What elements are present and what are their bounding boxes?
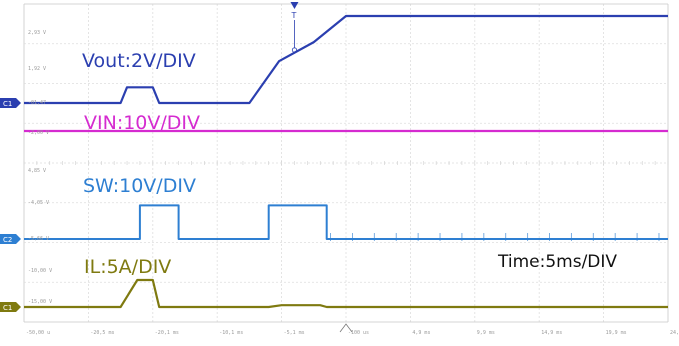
x-tick-label: 24,9 ms <box>670 330 679 336</box>
series-line-3 <box>24 278 668 309</box>
x-tick-label: 4,9 ms <box>412 330 430 336</box>
x-tick-label: -20,1 ms <box>155 330 179 336</box>
svg-text:C1: C1 <box>3 100 12 108</box>
channel-markers: C1 C2 C1 <box>0 98 21 312</box>
scale-label: 4,85 V <box>28 168 46 174</box>
svg-text:C2: C2 <box>3 236 12 244</box>
channel-scale-labels: 2,93 V 1,92 V -01,47 -2,00 V 4,85 V -4,05 V -5… <box>28 30 52 305</box>
x-tick-label: -20,5 ms <box>90 330 114 336</box>
x-tick-label: 14,9 ms <box>541 330 562 336</box>
time-scale-label: Time:5ms/DIV <box>497 252 617 272</box>
x-tick-label: 9,9 ms <box>477 330 495 336</box>
waveform-traces <box>24 14 668 309</box>
scale-label: -2,00 V <box>28 130 49 136</box>
scale-label: -5,66 V <box>28 236 49 242</box>
channel-marker-3[interactable]: C1 <box>0 302 21 312</box>
trigger-marker: T <box>290 2 353 333</box>
x-tick-label: -10,1 ms <box>219 330 243 336</box>
scale-label: -01,47 <box>28 100 46 106</box>
channel-marker-0[interactable]: C1 <box>0 98 21 108</box>
x-tick-label: 19,9 ms <box>606 330 627 336</box>
series-label-vout: Vout:2V/DIV <box>82 50 196 72</box>
channel-marker-2[interactable]: C2 <box>0 234 21 244</box>
x-tick-labels: -50,00 u -20,5 ms -20,1 ms -10,1 ms -5,1 ms -… <box>26 330 679 336</box>
x-tick-label: -50,00 u <box>26 330 50 336</box>
grid <box>23 3 669 323</box>
scale-label: -4,05 V <box>28 200 49 206</box>
svg-text:T: T <box>290 11 296 20</box>
svg-text:C1: C1 <box>3 304 12 312</box>
series-line-2 <box>24 204 668 240</box>
scale-label: -15,00 V <box>28 299 52 305</box>
scale-label: 1,92 V <box>28 66 46 72</box>
scale-label: 2,93 V <box>28 30 46 36</box>
series-label-il: IL:5A/DIV <box>84 256 171 278</box>
series-line-0 <box>24 14 668 105</box>
series-label-sw: SW:10V/DIV <box>83 175 196 197</box>
x-tick-label: -5,1 ms <box>284 330 305 336</box>
series-label-vin: VIN:10V/DIV <box>84 112 200 134</box>
scale-label: -10,00 V <box>28 268 52 274</box>
x-tick-label: -100 us <box>348 330 369 336</box>
